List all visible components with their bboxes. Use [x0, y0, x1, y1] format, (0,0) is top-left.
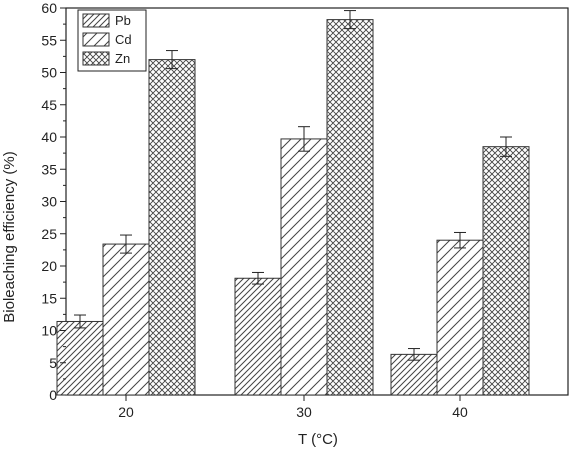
y-tick-label: 5	[49, 355, 57, 371]
bar-zn-30	[326, 19, 374, 396]
legend-swatch-cd	[82, 32, 110, 47]
bar-zn-20	[148, 59, 196, 396]
x-axis-title: T (°C)	[298, 431, 338, 448]
legend-label-pb: Pb	[115, 13, 131, 28]
error-bar-pb-20	[74, 314, 86, 329]
legend-swatch-pb	[82, 13, 110, 28]
error-bar-zn-30	[344, 10, 356, 30]
y-tick-label: 50	[41, 65, 57, 81]
bar-pb-20	[56, 320, 104, 396]
x-tick-label-30: 30	[296, 404, 312, 420]
y-tick-label: 0	[49, 387, 57, 403]
error-bar-zn-20	[166, 50, 178, 70]
bar-zn-40	[482, 146, 530, 396]
y-tick-label: 55	[41, 32, 57, 48]
y-tick-label: 45	[41, 97, 57, 113]
error-bar-pb-40	[408, 348, 420, 361]
y-tick-label: 25	[41, 226, 57, 242]
bar-cd-40	[436, 239, 484, 396]
error-bar-cd-40	[454, 231, 466, 249]
legend-label-cd: Cd	[115, 32, 132, 47]
error-bar-pb-30	[252, 271, 264, 285]
x-tick-label-40: 40	[452, 404, 468, 420]
y-tick-label: 35	[41, 161, 57, 177]
bar-cd-20	[102, 243, 150, 396]
y-tick-label: 30	[41, 194, 57, 210]
legend-swatch-zn	[82, 51, 110, 66]
y-tick-label: 40	[41, 129, 57, 145]
y-tick-label: 20	[41, 258, 57, 274]
y-tick-label: 15	[41, 290, 57, 306]
bar-pb-30	[234, 277, 282, 396]
y-tick-label: 10	[41, 323, 57, 339]
y-axis-title: Bioleaching efficiency (%)	[1, 151, 18, 322]
error-bar-zn-40	[500, 136, 512, 157]
error-bar-cd-30	[298, 126, 310, 152]
legend-label-zn: Zn	[115, 51, 130, 66]
x-tick-label-20: 20	[118, 404, 134, 420]
bar-cd-30	[280, 138, 328, 396]
error-bar-cd-20	[120, 234, 132, 254]
y-tick-label: 60	[41, 0, 57, 16]
legend: Pb Cd Zn	[77, 9, 147, 72]
